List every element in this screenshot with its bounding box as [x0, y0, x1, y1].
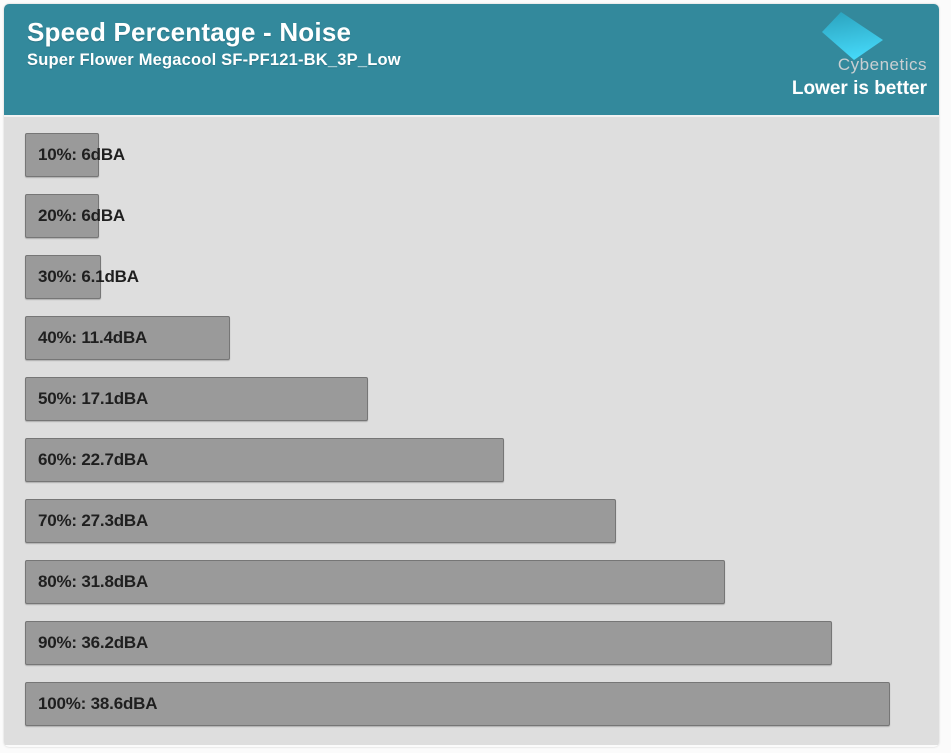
bar-row: 10%: 6dBA	[25, 133, 939, 177]
bar	[25, 560, 725, 604]
bar	[25, 377, 368, 421]
bar-row: 90%: 36.2dBA	[25, 621, 939, 665]
brand-name: Cybenetics	[837, 55, 927, 74]
bar	[25, 194, 99, 238]
bar-label: 20%: 6dBA	[38, 206, 126, 225]
chart-header: Speed Percentage - Noise Super Flower Me…	[4, 4, 939, 117]
bar-label: 30%: 6.1dBA	[38, 267, 139, 286]
bar-label: 40%: 11.4dBA	[38, 328, 148, 347]
bar-row: 70%: 27.3dBA	[25, 499, 939, 543]
chart-subtitle: Super Flower Megacool SF-PF121-BK_3P_Low	[27, 51, 401, 69]
bar	[25, 682, 890, 726]
bar	[25, 316, 230, 360]
bar-row: 100%: 38.6dBA	[25, 682, 939, 726]
cybenetics-logo-icon	[822, 12, 883, 60]
bar-chart: 10%: 6dBA 20%: 6dBA 30%: 6.1dBA 40%: 11.4dB…	[4, 117, 939, 745]
bar	[25, 255, 101, 299]
bar-row: 60%: 22.7dBA	[25, 438, 939, 482]
bar-row: 50%: 17.1dBA	[25, 377, 939, 421]
bar-label: 10%: 6dBA	[38, 145, 126, 164]
brand-block: Cybenetics Lower is better	[792, 10, 927, 100]
bar-row: 40%: 11.4dBA	[25, 316, 939, 360]
bar-label: 70%: 27.3dBA	[38, 511, 149, 530]
lower-is-better-note: Lower is better	[791, 78, 927, 99]
bar-label: 90%: 36.2dBA	[38, 633, 149, 652]
bar-label: 100%: 38.6dBA	[38, 694, 158, 713]
bar-row: 30%: 6.1dBA	[25, 255, 939, 299]
bar	[25, 438, 504, 482]
bar-label: 80%: 31.8dBA	[38, 572, 149, 591]
bar	[25, 133, 99, 177]
bar	[25, 621, 832, 665]
bar-label: 50%: 17.1dBA	[38, 389, 149, 408]
chart-title: Speed Percentage - Noise	[27, 17, 352, 47]
bar-row: 20%: 6dBA	[25, 194, 939, 238]
bar-label: 60%: 22.7dBA	[38, 450, 149, 469]
bar-row: 80%: 31.8dBA	[25, 560, 939, 604]
chart-card: Speed Percentage - Noise Super Flower Me…	[4, 4, 939, 747]
bar	[25, 499, 616, 543]
header-titles: Speed Percentage - Noise Super Flower Me…	[27, 16, 401, 71]
